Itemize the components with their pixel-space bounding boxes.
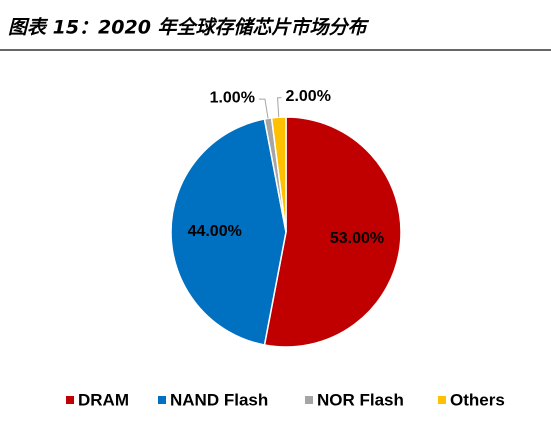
legend-swatch [305, 396, 313, 404]
legend-swatch [438, 396, 446, 404]
legend-label: NOR Flash [317, 390, 404, 409]
legend-label: Others [450, 390, 505, 409]
data-label: 2.00% [286, 88, 331, 105]
legend-swatch [66, 396, 74, 404]
pie-slice [263, 116, 402, 348]
data-label: 1.00% [210, 89, 255, 106]
legend-swatch [158, 396, 166, 404]
pie-slice [170, 118, 287, 346]
legend-label: DRAM [78, 390, 129, 409]
pie-slice [270, 116, 287, 233]
data-label: 44.00% [188, 223, 242, 240]
chart-title: 图表 15：2020 年全球存储芯片市场分布 [8, 17, 370, 39]
legend-label: NAND Flash [170, 390, 268, 409]
data-label: 53.00% [330, 230, 384, 247]
leader-line [258, 98, 269, 119]
leader-line [277, 97, 282, 118]
